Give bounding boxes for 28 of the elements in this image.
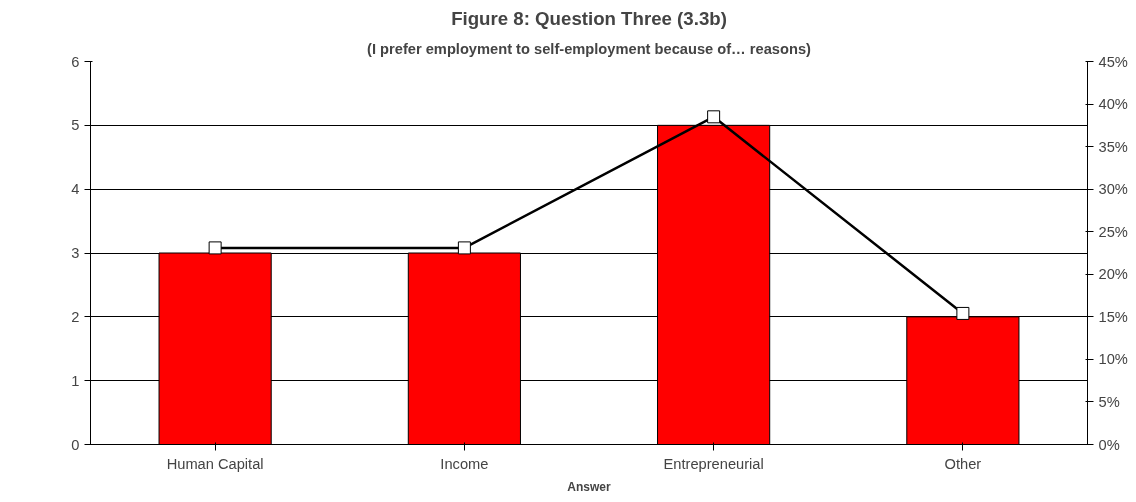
x-tick-label: Human Capital — [166, 455, 264, 472]
y2-tick-label: 10% — [1098, 351, 1128, 368]
y-tick-label: 5 — [71, 117, 80, 134]
y-tick-label: 4 — [71, 181, 80, 198]
point — [208, 241, 222, 255]
y2-tick-label: 5% — [1098, 393, 1120, 410]
x-axis-title: Answer — [567, 479, 611, 494]
y2-tick-label: 30% — [1098, 181, 1128, 198]
y2-tick-label: 20% — [1098, 266, 1128, 283]
point — [707, 110, 721, 124]
point — [457, 241, 471, 255]
point — [956, 306, 970, 320]
y2-tick-label: 15% — [1098, 308, 1128, 325]
y-tick-label: 2 — [71, 308, 80, 325]
x-tick-label: Entrepreneurial — [663, 455, 764, 472]
y2-tick-label: 45% — [1098, 53, 1128, 70]
y-tick-label: 3 — [71, 245, 80, 261]
x-tick-label: Other — [944, 455, 982, 472]
y-tick-label: 0 — [71, 436, 80, 453]
chart-subtitle: (I prefer employment to self-employment because of… reasons) — [367, 40, 812, 57]
chart-title: Figure 8: Question Three (3.3b) — [451, 7, 727, 29]
x-tick-label: Income — [440, 455, 489, 472]
y2-tick-label: 25% — [1098, 223, 1128, 240]
y2-tick-label: 0% — [1098, 436, 1120, 453]
y-tick-label: 6 — [71, 53, 80, 70]
y-tick-label: 1 — [71, 372, 80, 389]
y2-tick-label: 35% — [1098, 138, 1128, 155]
y2-tick-label: 40% — [1098, 96, 1128, 113]
